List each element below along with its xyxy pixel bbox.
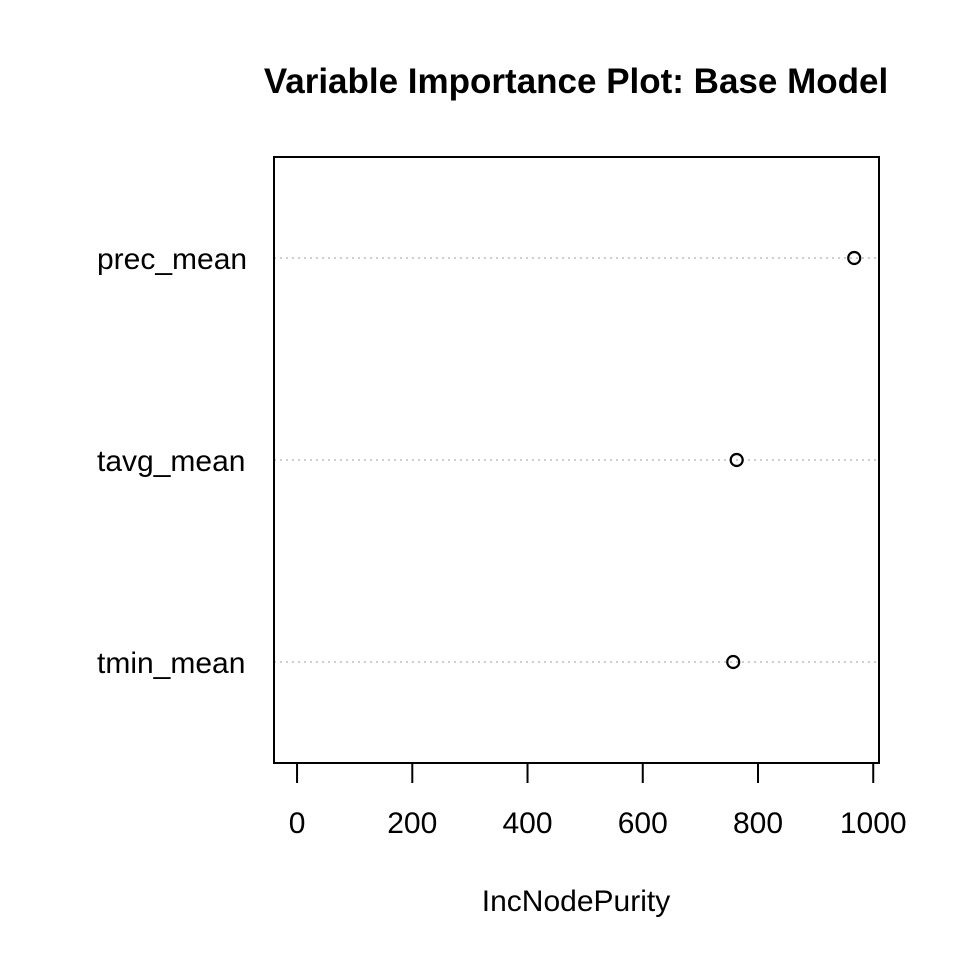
- point-tavg-mean: [729, 452, 744, 468]
- x-tick-label-0: 0: [289, 807, 306, 840]
- chart-title: Variable Importance Plot: Base Model: [264, 62, 888, 101]
- x-tick-label-400: 400: [502, 807, 552, 840]
- x-axis-label: IncNodePurity: [482, 885, 670, 918]
- x-tick-labels: 0 200 400 600 800 1000: [289, 807, 907, 840]
- x-tick-label-1000: 1000: [840, 807, 907, 840]
- point-prec-mean: [847, 250, 862, 266]
- category-labels: prec_mean tavg_mean tmin_mean: [97, 243, 247, 680]
- x-tick-label-600: 600: [618, 807, 668, 840]
- x-ticks: [296, 763, 875, 783]
- category-label-tmin-mean: tmin_mean: [97, 647, 245, 680]
- category-label-tavg-mean: tavg_mean: [97, 445, 245, 478]
- data-points: [726, 250, 862, 670]
- point-tmin-mean: [726, 654, 741, 670]
- x-axis: 0 200 400 600 800 1000: [289, 762, 907, 840]
- guide-lines: [274, 257, 879, 663]
- x-tick-label-800: 800: [733, 807, 783, 840]
- x-tick-label-200: 200: [387, 807, 437, 840]
- category-label-prec-mean: prec_mean: [97, 243, 247, 276]
